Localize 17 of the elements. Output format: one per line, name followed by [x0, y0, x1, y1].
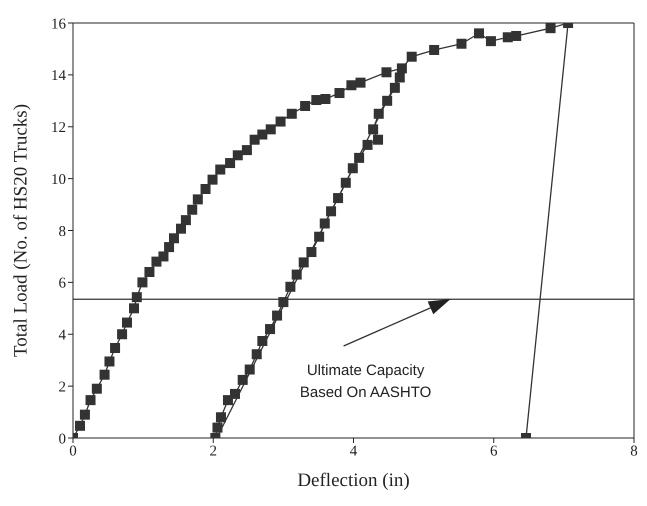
y-tick-label: 8	[58, 224, 66, 240]
x-tick-label: 6	[490, 444, 498, 460]
y-tick-label: 12	[51, 120, 66, 136]
x-tick-label: 2	[210, 444, 217, 460]
x-tick-label: 4	[350, 444, 358, 460]
y-tick-label: 14	[51, 68, 66, 84]
y-tick-label: 2	[58, 379, 66, 396]
y-tick-label: 6	[58, 276, 66, 292]
y-axis-title: Total Load (No. of HS20 Trucks)	[10, 104, 32, 358]
annotation: Ultimate Capacity Based On AASHTO	[300, 362, 432, 401]
y-tick-label: 0	[58, 431, 66, 448]
x-tick-label: 0	[69, 444, 77, 460]
y-tick-label: 10	[51, 172, 66, 188]
y-tick-label: 4	[58, 328, 66, 344]
y-tick-label: 16	[51, 16, 66, 32]
x-tick-label: 8	[630, 444, 638, 460]
x-axis-title: Deflection (in)	[297, 470, 410, 491]
